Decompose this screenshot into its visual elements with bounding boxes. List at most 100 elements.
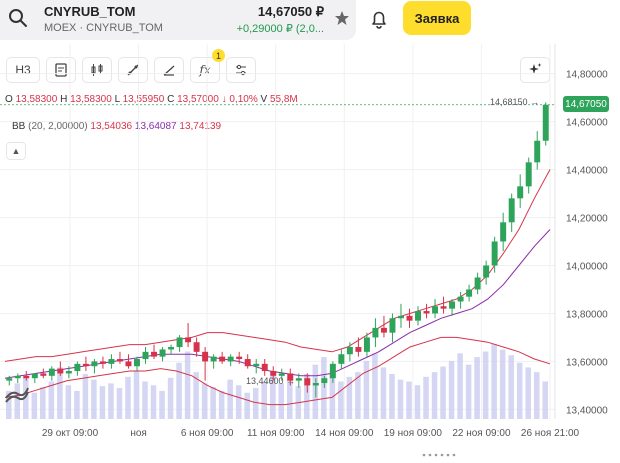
drawing-tools-button[interactable] bbox=[118, 57, 148, 83]
candle-body bbox=[397, 315, 404, 319]
candle-body bbox=[108, 359, 115, 364]
candle-body bbox=[142, 351, 149, 360]
candle-body bbox=[500, 222, 507, 242]
y-tick-label: 14,80000 bbox=[566, 70, 608, 81]
indicators-count-badge: 1 bbox=[212, 49, 225, 62]
candle-body bbox=[261, 363, 268, 372]
candle-body bbox=[312, 383, 319, 386]
volume-bar bbox=[465, 364, 472, 419]
open-label: O bbox=[5, 94, 13, 105]
x-tick-label: 22 ноя 09:00 bbox=[452, 428, 511, 439]
bell-icon[interactable] bbox=[368, 8, 390, 30]
candle-body bbox=[82, 363, 89, 367]
bb-params: (20, 2,00000) bbox=[28, 121, 88, 132]
exchange-label: MOEX · CNYRUB_TOM bbox=[44, 22, 163, 34]
candle-body bbox=[389, 318, 396, 333]
bb-middle-line bbox=[4, 229, 551, 379]
fibonacci-button[interactable] bbox=[154, 57, 184, 83]
volume-bar bbox=[287, 377, 293, 419]
volume-bar bbox=[6, 390, 12, 419]
search-icon bbox=[9, 9, 27, 27]
volume-bar bbox=[278, 383, 285, 419]
volume-bar bbox=[193, 372, 199, 419]
candle-body bbox=[423, 311, 430, 314]
settings-button[interactable] bbox=[226, 57, 256, 83]
candle-body bbox=[6, 378, 13, 381]
candle-body bbox=[372, 327, 379, 338]
volume-bar bbox=[150, 385, 157, 419]
volume-label: V bbox=[260, 94, 268, 105]
volume-bar bbox=[516, 362, 523, 419]
volume-bar bbox=[99, 386, 106, 419]
volume-bar bbox=[167, 377, 174, 419]
volume-bar bbox=[329, 370, 336, 419]
candle-body bbox=[210, 356, 217, 362]
volume-bar bbox=[40, 387, 46, 419]
volume-bar bbox=[23, 376, 29, 419]
price-chart[interactable]: 29 окт 09:00 ноя 6 ноя 09:00 11 ноя 09:00 14… bbox=[0, 44, 620, 463]
bb-lower-line bbox=[4, 336, 551, 406]
volume-bar bbox=[57, 367, 63, 419]
candle-body bbox=[14, 375, 21, 379]
volume-bar bbox=[125, 376, 131, 419]
candle-body bbox=[31, 373, 38, 379]
bollinger-legend[interactable]: BB (20, 2,00000) 13,54036 13,64087 13,74… bbox=[12, 121, 221, 132]
y-tick-label: 14,40000 bbox=[566, 166, 608, 177]
volume-bar bbox=[82, 374, 89, 419]
interval-button[interactable]: H3 bbox=[6, 57, 40, 83]
candle-body bbox=[415, 311, 421, 321]
bb-upper-value: 13,74139 bbox=[179, 121, 222, 132]
x-tick-label: 29 окт 09:00 bbox=[42, 428, 99, 439]
volume-bar bbox=[201, 383, 208, 419]
volume-bar bbox=[389, 374, 395, 419]
favorite-star-icon[interactable] bbox=[334, 10, 350, 26]
candle-body bbox=[57, 368, 64, 374]
candle-body bbox=[406, 315, 413, 321]
candle-body bbox=[449, 301, 456, 309]
candle-body bbox=[457, 296, 464, 302]
top-bar: CNYRUB_TOM MOEX · CNYRUB_TOM 14,67050 ₽ … bbox=[0, 0, 620, 44]
instrument-selector[interactable]: CNYRUB_TOM MOEX · CNYRUB_TOM 14,67050 ₽ … bbox=[0, 0, 356, 40]
candle-body bbox=[23, 375, 30, 379]
collapse-legend-button[interactable]: ▲ bbox=[6, 142, 26, 160]
candle-body bbox=[270, 371, 277, 376]
volume-bar bbox=[261, 381, 267, 419]
volume-bar bbox=[210, 387, 216, 419]
volume-bar bbox=[406, 381, 412, 419]
sparkle-icon bbox=[529, 63, 542, 74]
candle-body bbox=[74, 363, 81, 372]
chart-type-button[interactable] bbox=[46, 57, 76, 83]
volume-bar bbox=[380, 367, 387, 419]
volume-bar bbox=[91, 379, 97, 419]
candles-button[interactable] bbox=[82, 57, 112, 83]
volume-bar bbox=[338, 381, 344, 419]
indicators-button[interactable]: fx 1 bbox=[190, 49, 225, 83]
indicators-label: fx bbox=[199, 63, 211, 77]
volume-bar bbox=[355, 372, 361, 419]
candle-body bbox=[534, 140, 541, 163]
last-price-tag: 14,67050 bbox=[563, 96, 609, 112]
volume-bar bbox=[372, 353, 378, 419]
y-tick-label: 13,60000 bbox=[566, 357, 608, 368]
bb-label: BB bbox=[12, 121, 26, 132]
candle-body bbox=[508, 198, 515, 223]
candle-body bbox=[440, 306, 447, 309]
candle-body bbox=[91, 361, 98, 367]
candle-body bbox=[244, 359, 251, 367]
candle-body bbox=[236, 356, 243, 360]
candle-body bbox=[491, 241, 498, 266]
candle-body bbox=[542, 104, 549, 141]
volume-bar bbox=[474, 357, 480, 419]
volume-bar bbox=[431, 372, 438, 419]
volume-bar bbox=[321, 357, 327, 419]
chart-scroll-indicator[interactable] bbox=[420, 452, 460, 458]
volume-bar bbox=[48, 381, 55, 419]
order-button[interactable]: Заявка bbox=[403, 1, 471, 35]
volume-bar bbox=[423, 376, 429, 419]
x-tick-label: 14 ноя 09:00 bbox=[315, 428, 374, 439]
ohlc-legend: O 13,58300 H 13,58300 L 13,55950 C 13,57… bbox=[5, 94, 298, 105]
chevron-up-icon: ▲ bbox=[11, 146, 21, 156]
candle-body bbox=[338, 354, 345, 364]
candle-body bbox=[159, 349, 166, 357]
bb-lower-value: 13,54036 bbox=[90, 121, 133, 132]
